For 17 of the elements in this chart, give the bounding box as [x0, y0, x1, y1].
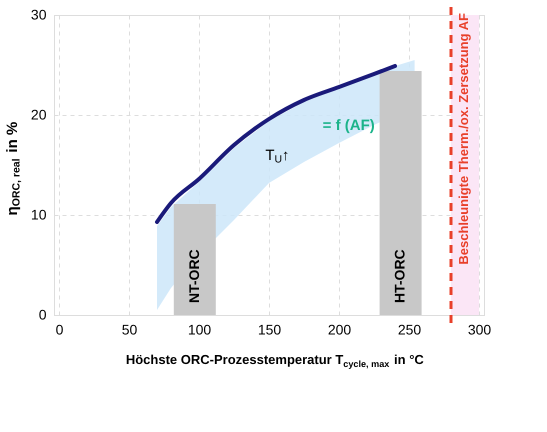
x-tick-label: 200 — [328, 322, 352, 338]
data-label: HT-ORC — [392, 249, 408, 303]
y-axis-title: ηORC, real in % — [4, 122, 22, 216]
x-tick-label: 50 — [122, 322, 138, 338]
annotation: = f (AF) — [322, 117, 375, 134]
y-tick-label: 20 — [30, 106, 47, 122]
y-tick-label: 30 — [30, 6, 47, 22]
y-tick-label: 0 — [38, 306, 47, 322]
data-label: NT-ORC — [186, 249, 202, 303]
y-tick-label: 10 — [30, 206, 47, 222]
x-tick-label: 250 — [398, 322, 422, 338]
x-tick-label: 300 — [468, 322, 492, 338]
x-tick-label: 150 — [258, 322, 282, 338]
ref-line-label: Beschleunigte Therm./ox. Zersetzung AF — [456, 12, 471, 265]
x-tick-label: 0 — [56, 322, 64, 338]
line-series — [155, 64, 397, 224]
x-tick-label: 100 — [188, 322, 212, 338]
